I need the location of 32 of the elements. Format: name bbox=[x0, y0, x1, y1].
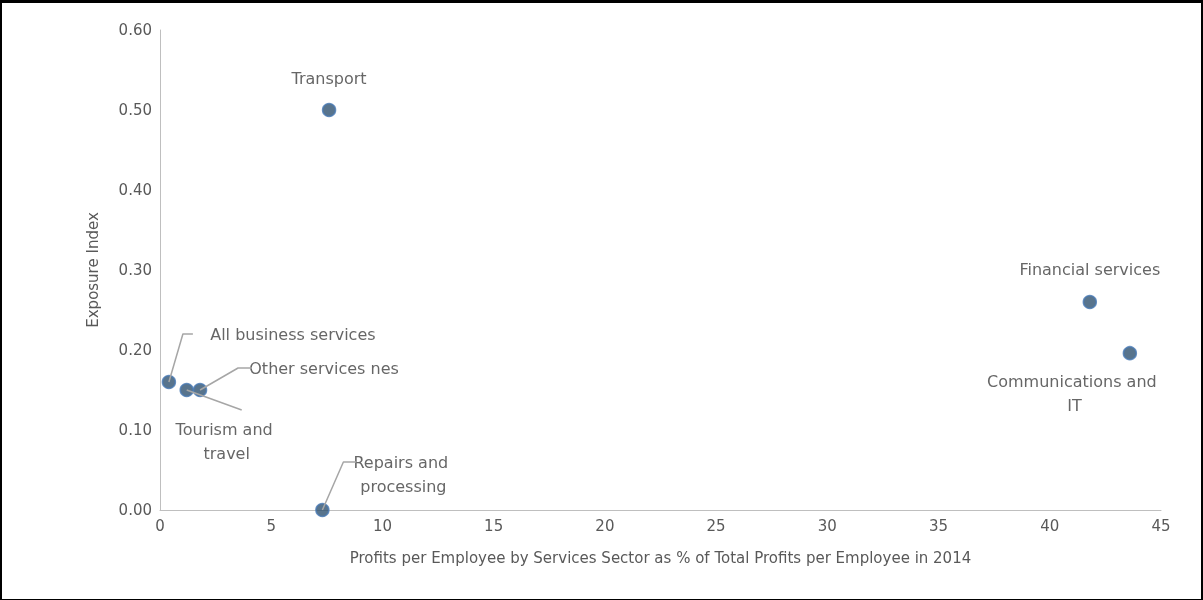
point bbox=[179, 382, 194, 398]
x-tick-label: 5 bbox=[266, 516, 276, 535]
y-tick-label: 0.10 bbox=[118, 421, 152, 439]
y-axis-title: Exposure Index bbox=[83, 212, 102, 328]
x-tick-label: 40 bbox=[1040, 516, 1060, 535]
x-tick-label: 30 bbox=[817, 516, 837, 535]
y-tick-label: 0.40 bbox=[118, 181, 152, 199]
annotation: Communications and IT bbox=[987, 371, 1157, 415]
x-tick-label: 20 bbox=[595, 516, 615, 535]
y-tick-label: 0.60 bbox=[118, 21, 152, 39]
point bbox=[321, 102, 337, 118]
y-tick-label: 0.30 bbox=[118, 261, 152, 279]
x-tick-label: 15 bbox=[484, 516, 504, 535]
point bbox=[315, 502, 330, 518]
point bbox=[1082, 294, 1098, 310]
x-tick-label: 0 bbox=[155, 516, 165, 535]
annotation: Financial services bbox=[1019, 259, 1161, 279]
annotation: Tourism and travel bbox=[174, 419, 278, 463]
y-tick-label: 0.50 bbox=[118, 101, 152, 119]
y-tick-label: 0.20 bbox=[118, 341, 152, 359]
annotation: Repairs and processing bbox=[353, 452, 454, 496]
annotation: Other services nes bbox=[249, 358, 399, 378]
x-tick-label: 35 bbox=[929, 516, 949, 535]
x-tick-label: 10 bbox=[372, 516, 392, 535]
annotation: All business services bbox=[210, 324, 376, 344]
y-tick-label: 0.00 bbox=[118, 501, 152, 519]
point bbox=[161, 374, 177, 390]
point bbox=[1122, 345, 1138, 361]
x-tick-label: 45 bbox=[1151, 516, 1171, 535]
annotation: Transport bbox=[290, 68, 367, 88]
x-axis-title: Profits per Employee by Services Sector as % of Total Profits per Employee in 2014 bbox=[349, 548, 972, 567]
x-tick-label: 25 bbox=[706, 516, 726, 535]
